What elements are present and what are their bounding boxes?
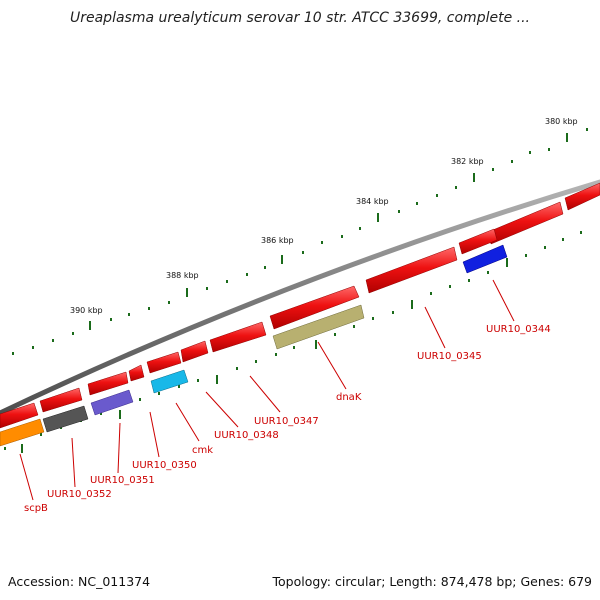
- gene-feature[interactable]: [458, 228, 498, 255]
- kbp-tick-major: [89, 321, 91, 330]
- kbp-tick-major: [281, 255, 283, 264]
- kbp-labels: 380 kbp 382 kbp 384 kbp 386 kbp 388 kbp …: [70, 117, 578, 315]
- gene-label-uur10-0347: UUR10_0347: [254, 416, 319, 427]
- gene-feature[interactable]: [180, 340, 209, 363]
- gene-feature[interactable]: [269, 285, 360, 330]
- outer-tick-track: [12, 128, 588, 355]
- gene-label-uur10-0352: UUR10_0352: [47, 489, 112, 500]
- gene-feature[interactable]: [87, 371, 129, 396]
- kbp-tick-major: [377, 213, 379, 222]
- gene-feature[interactable]: [146, 351, 182, 374]
- gene-label-cmk: cmk: [192, 445, 213, 456]
- kbp-label: 386 kbp: [261, 236, 294, 245]
- gene-feature[interactable]: [39, 387, 83, 413]
- kbp-tick-major: [566, 133, 568, 142]
- kbp-label: 382 kbp: [451, 157, 484, 166]
- gene-labels: UUR10_0344 UUR10_0345 dnaK UUR10_0347 UU…: [24, 324, 551, 514]
- genome-summary-text: Topology: circular; Length: 874,478 bp; …: [272, 574, 593, 589]
- kbp-label: 388 kbp: [166, 271, 199, 280]
- gene-feature-cmk[interactable]: [150, 369, 189, 394]
- gene-feature[interactable]: [487, 201, 564, 245]
- gene-feature[interactable]: [209, 321, 267, 353]
- inner-tick-track: [4, 231, 582, 453]
- gene-feature-uur10-0352[interactable]: [42, 405, 89, 433]
- gene-label-uur10-0348: UUR10_0348: [214, 430, 279, 441]
- forward-strand-features: [0, 182, 600, 429]
- gene-feature[interactable]: [365, 246, 458, 294]
- map-title: Ureaplasma urealyticum serovar 10 str. A…: [69, 10, 530, 26]
- gene-leader-lines: [19, 279, 515, 501]
- gene-feature[interactable]: [564, 182, 600, 211]
- kbp-tick-major: [473, 173, 475, 182]
- reverse-strand-features: [0, 244, 508, 447]
- gene-label-uur10-0345: UUR10_0345: [417, 351, 482, 362]
- gene-label-uur10-0351: UUR10_0351: [90, 475, 155, 486]
- gene-feature-scpb[interactable]: [0, 418, 45, 447]
- accession-text: Accession: NC_011374: [8, 574, 151, 589]
- gene-feature-uur10-0351[interactable]: [90, 389, 134, 416]
- genome-backbone: [0, 179, 600, 416]
- kbp-label: 380 kbp: [545, 117, 578, 126]
- gene-label-scpb: scpB: [24, 503, 48, 514]
- gene-feature[interactable]: [128, 364, 145, 382]
- gene-feature[interactable]: [0, 402, 39, 429]
- kbp-label: 384 kbp: [356, 197, 389, 206]
- gene-label-uur10-0350: UUR10_0350: [132, 460, 197, 471]
- gene-feature-uur10-0344[interactable]: [462, 244, 508, 274]
- gene-label-dnak: dnaK: [336, 392, 362, 403]
- gene-label-uur10-0344: UUR10_0344: [486, 324, 551, 335]
- kbp-tick-major: [186, 288, 188, 297]
- kbp-label: 390 kbp: [70, 306, 103, 315]
- gene-feature-dnak[interactable]: [272, 304, 365, 350]
